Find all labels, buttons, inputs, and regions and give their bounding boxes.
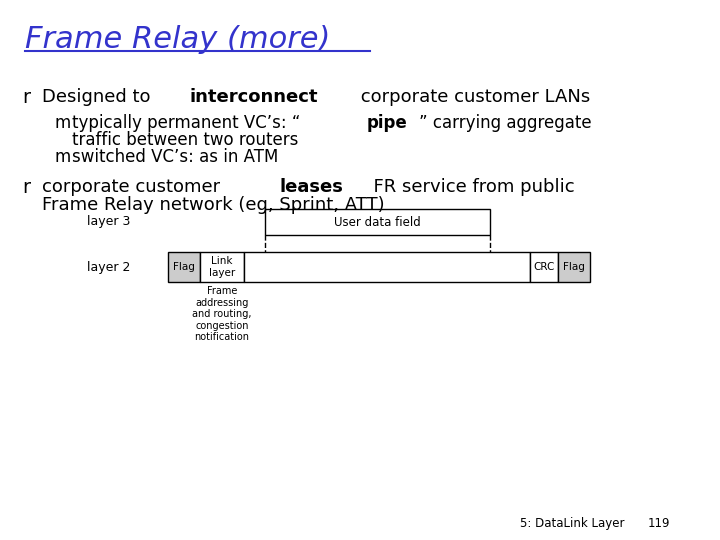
Text: interconnect: interconnect [189,88,318,106]
Text: Flag: Flag [563,262,585,272]
Text: Frame Relay (more): Frame Relay (more) [25,25,330,54]
Text: ” carrying aggregate: ” carrying aggregate [419,114,592,132]
Text: r: r [22,88,30,107]
Text: Link
layer: Link layer [209,256,235,278]
Text: corporate customer: corporate customer [42,178,226,196]
Text: traffic between two routers: traffic between two routers [72,131,298,149]
Bar [244,252,530,282]
Text: corporate customer LANs: corporate customer LANs [355,88,590,106]
Text: m: m [55,148,71,166]
Bar [265,209,490,235]
Text: Frame
addressing
and routing,
congestion
notification: Frame addressing and routing, congestion… [192,286,252,342]
Text: Frame Relay network (eg, Sprint, ATT): Frame Relay network (eg, Sprint, ATT) [42,196,384,214]
Bar [530,252,558,282]
Text: FR service from public: FR service from public [361,178,575,196]
Bar [558,252,590,282]
Text: r: r [22,178,30,197]
Text: leases: leases [279,178,343,196]
Text: User data field: User data field [334,215,421,228]
Text: 119: 119 [648,517,670,530]
Text: Flag: Flag [173,262,195,272]
Text: m: m [55,114,71,132]
Bar [200,252,244,282]
Text: typically permanent VC’s: “: typically permanent VC’s: “ [72,114,300,132]
Text: pipe: pipe [366,114,408,132]
Text: switched VC’s: as in ATM: switched VC’s: as in ATM [72,148,279,166]
Text: CRC: CRC [534,262,554,272]
Text: Designed to: Designed to [42,88,156,106]
Text: layer 3: layer 3 [86,215,130,228]
Bar [168,252,200,282]
Text: layer 2: layer 2 [86,260,130,273]
Text: 5: DataLink Layer: 5: DataLink Layer [520,517,624,530]
